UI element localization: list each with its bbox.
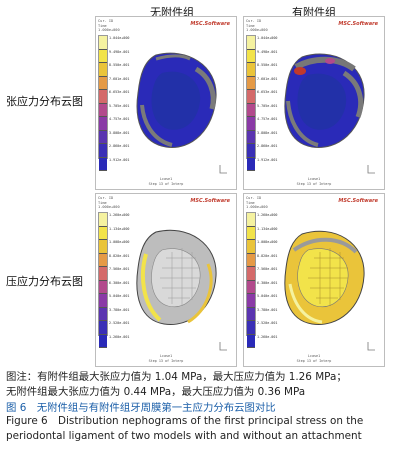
legend-band — [99, 267, 107, 281]
color-legend — [246, 35, 256, 172]
row-label-tension: 张应力分布云图 — [6, 95, 83, 108]
axis-triad-icon — [367, 165, 375, 174]
legend-band — [247, 226, 255, 241]
legend-ticks: 1.044e+000 9.498e-001 8.550e-001 7.601e-001… — [257, 36, 278, 162]
figure-title-cn: 图 6 无附件组与有附件组牙周膜第一主应力分布云图对比 — [6, 402, 276, 414]
color-legend — [246, 212, 256, 349]
legend-band — [247, 294, 255, 308]
brand-logo: MSC.Software — [338, 21, 378, 27]
column-title-no-attachment: 无附件组 — [150, 6, 194, 19]
legend-band — [247, 267, 255, 281]
stress-model — [284, 53, 365, 148]
legend-ticks: 1.260e+000 1.134e+000 1.008e+000 8.820e-001… — [109, 213, 130, 339]
legend-band — [99, 157, 107, 172]
panel-footer: Lcase1 Step 13 of Interp — [148, 354, 184, 363]
panel-header: Cur. ID Time 1.000e+000 — [246, 196, 268, 210]
legend-band — [99, 63, 107, 77]
stress-model — [284, 230, 365, 325]
legend-ticks: 1.260e+000 1.134e+000 1.008e+000 8.820e-001… — [257, 213, 278, 339]
legend-band — [247, 36, 255, 50]
panel-header: Cur. ID Time 1.000e+000 — [98, 196, 120, 210]
column-title-with-attachment: 有附件组 — [292, 6, 336, 19]
row-label-compression: 压应力分布云图 — [6, 275, 83, 288]
panel-tension-with-attachment: Cur. ID Time 1.000e+000 MSC.Software 1.044… — [243, 16, 385, 190]
brand-logo: MSC.Software — [190, 198, 230, 204]
legend-band — [99, 240, 107, 254]
axis-triad-icon — [367, 342, 375, 351]
legend-band — [247, 103, 255, 118]
panel-header: Cur. ID Time 1.000e+000 — [246, 19, 268, 33]
legend-band — [99, 321, 107, 335]
legend-band — [99, 307, 107, 322]
caption-line-2: 无附件组最大张应力值为 0.44 MPa，最大压应力值为 0.36 MPa — [6, 386, 306, 398]
legend-band — [247, 307, 255, 322]
panel-compression-no-attachment: Cur. ID Time 1.000e+000 MSC.Software 1.260… — [95, 193, 237, 367]
legend-band — [99, 36, 107, 50]
panel-header: Cur. ID Time 1.000e+000 — [98, 19, 120, 33]
legend-ticks: 1.044e+000 9.498e-001 8.550e-001 7.601e-001… — [109, 36, 130, 162]
panel-footer: Lcase1 Step 13 of Interp — [296, 354, 332, 363]
legend-band — [99, 90, 107, 104]
legend-band — [247, 334, 255, 349]
legend-band — [247, 280, 255, 295]
brand-logo: MSC.Software — [338, 198, 378, 204]
legend-band — [247, 144, 255, 158]
legend-band — [247, 90, 255, 104]
color-legend — [98, 35, 108, 172]
legend-band — [99, 103, 107, 118]
caption-line-1: 图注：有附件组最大张应力值为 1.04 MPa，最大压应力值为 1.26 MPa… — [6, 371, 347, 383]
legend-band — [99, 253, 107, 268]
legend-band — [247, 157, 255, 172]
brand-logo: MSC.Software — [190, 21, 230, 27]
legend-band — [99, 130, 107, 145]
legend-band — [247, 213, 255, 227]
legend-band — [99, 294, 107, 308]
legend-band — [99, 117, 107, 131]
figure-title-en: Figure 6 Distribution nephograms of the … — [6, 415, 364, 442]
panel-tension-no-attachment: Cur. ID Time 1.000e+000 MSC.Software 1.044… — [95, 16, 237, 190]
legend-band — [247, 240, 255, 254]
legend-band — [99, 213, 107, 227]
axis-triad-icon — [219, 165, 227, 174]
stress-model — [136, 52, 217, 148]
legend-band — [99, 280, 107, 295]
panel-footer: Lcase1 Step 13 of Interp — [296, 177, 332, 186]
legend-band — [99, 76, 107, 91]
legend-band — [99, 334, 107, 349]
stress-model — [136, 229, 217, 325]
axis-triad-icon — [219, 342, 227, 351]
legend-band — [99, 49, 107, 64]
legend-band — [247, 130, 255, 145]
legend-band — [99, 144, 107, 158]
legend-band — [247, 117, 255, 131]
color-legend — [98, 212, 108, 349]
panel-footer: Lcase1 Step 13 of Interp — [148, 177, 184, 186]
legend-band — [247, 76, 255, 91]
panel-compression-with-attachment: Cur. ID Time 1.000e+000 MSC.Software 1.260… — [243, 193, 385, 367]
legend-band — [247, 49, 255, 64]
legend-band — [247, 321, 255, 335]
legend-band — [247, 253, 255, 268]
legend-band — [99, 226, 107, 241]
legend-band — [247, 63, 255, 77]
